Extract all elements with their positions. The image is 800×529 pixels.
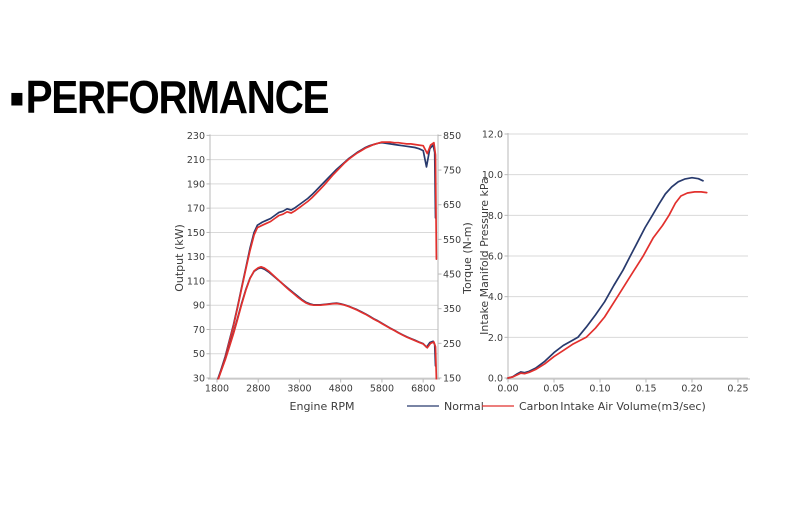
secondary-y-tick-label: 550 [443,235,461,246]
normal-intake-line [507,176,704,379]
x-tick-label: 0.10 [589,384,610,395]
y-tick-label: 50 [193,349,205,360]
y-tick-label: 230 [187,131,205,142]
y-tick-label: 210 [187,155,205,166]
performance-charts: Output (kW) Torque (N-m) Engine RPM 1800… [173,130,750,413]
y-tick-label: 110 [187,276,205,287]
x-tick-label: 0.20 [681,384,702,395]
x-tick-label: 2800 [246,384,270,395]
x-tick-label: 6800 [411,384,435,395]
series-group [216,141,438,380]
y-tick-label: 90 [193,301,205,312]
secondary-y-tick-label: 850 [443,131,461,142]
intake-pressure-y-axis-title: Intake Manifold Pressure kPa [478,177,491,335]
y-tick-label: 150 [187,228,205,239]
y-tick-label: 4.0 [488,292,503,303]
normal-torque-line [216,266,437,380]
x-tick-label: 0.05 [543,384,564,395]
y-tick-label: 70 [193,325,205,336]
series-group [507,176,708,379]
normal-output-line [216,141,437,380]
output-y-axis-title: Output (kW) [173,224,186,292]
y-tick-label: 190 [187,179,205,190]
x-tick-label: 4800 [329,384,353,395]
x-tick-label: 1800 [205,384,229,395]
x-tick-label: 0.25 [727,384,748,395]
secondary-y-tick-label: 450 [443,270,461,281]
secondary-y-tick-label: 350 [443,304,461,315]
secondary-y-tick-label: 650 [443,200,461,211]
page-title-text: PERFORMANCE [25,71,330,123]
carbon-output-line [217,141,438,380]
legend-label-normal: Normal [444,400,484,413]
legend-label-carbon: Carbon [519,400,559,413]
y-tick-label: 130 [187,252,205,263]
secondary-y-tick-label: 250 [443,339,461,350]
x-tick-label: 5800 [370,384,394,395]
x-tick-label: 0.15 [635,384,656,395]
y-tick-label: 30 [193,374,205,385]
y-tick-label: 8.0 [488,211,503,222]
torque-y-axis-title: Torque (N-m) [461,222,474,295]
intake-chart: Intake Manifold Pressure kPa Intake Air … [478,130,750,413]
x-tick-label: 0.00 [497,384,518,395]
engine-chart: Output (kW) Torque (N-m) Engine RPM 1800… [173,131,474,413]
chart-legend: Normal Carbon [407,400,559,413]
y-tick-label: 2.0 [488,333,503,344]
y-tick-label: 12.0 [482,130,503,141]
y-tick-label: 170 [187,204,205,215]
x-tick-label: 3800 [287,384,311,395]
engine-rpm-x-axis-title: Engine RPM [290,400,355,413]
secondary-y-tick-label: 750 [443,166,461,177]
intake-volume-x-axis-title: Intake Air Volume(m3/sec) [560,400,706,413]
y-tick-label: 6.0 [488,252,503,263]
y-tick-label: 0.0 [488,374,503,385]
page-title: ■PERFORMANCE [10,70,330,124]
y-tick-label: 10.0 [482,170,503,181]
secondary-y-tick-label: 150 [443,374,461,385]
title-bullet-square-icon: ■ [10,83,24,113]
carbon-torque-line [217,265,438,380]
carbon-intake-line [507,191,708,379]
